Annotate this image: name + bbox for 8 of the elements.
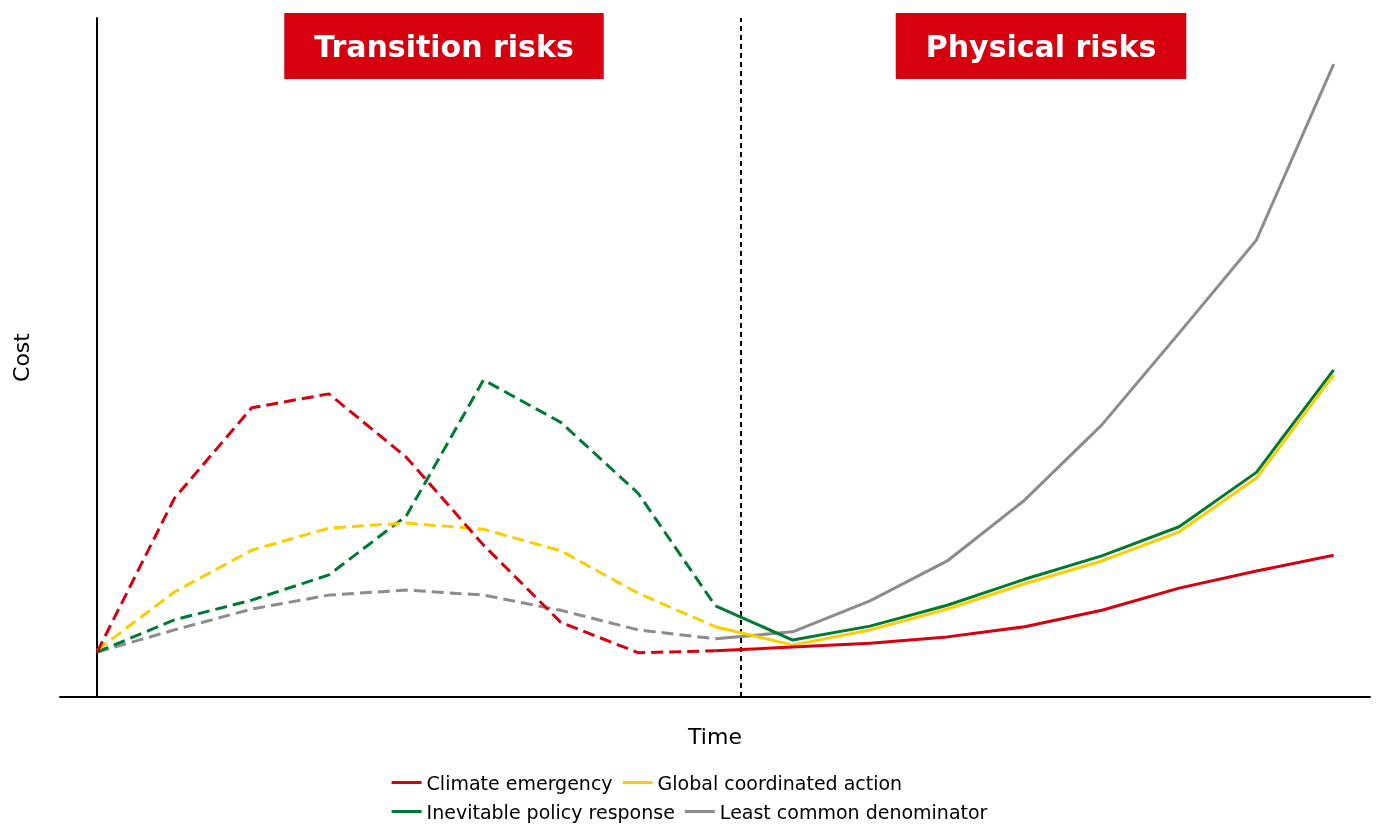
text: Transition risks [314,28,574,64]
x-axis-title: Time [687,723,742,749]
legend-label: Global coordinated action [657,771,903,794]
y-axis-title: Cost [8,332,34,382]
legend-label: Climate emergency [426,771,613,794]
text: Physical risks [925,28,1157,64]
legend-label: Least common denominator [719,800,988,823]
legend-label: Inevitable policy response [426,800,675,823]
